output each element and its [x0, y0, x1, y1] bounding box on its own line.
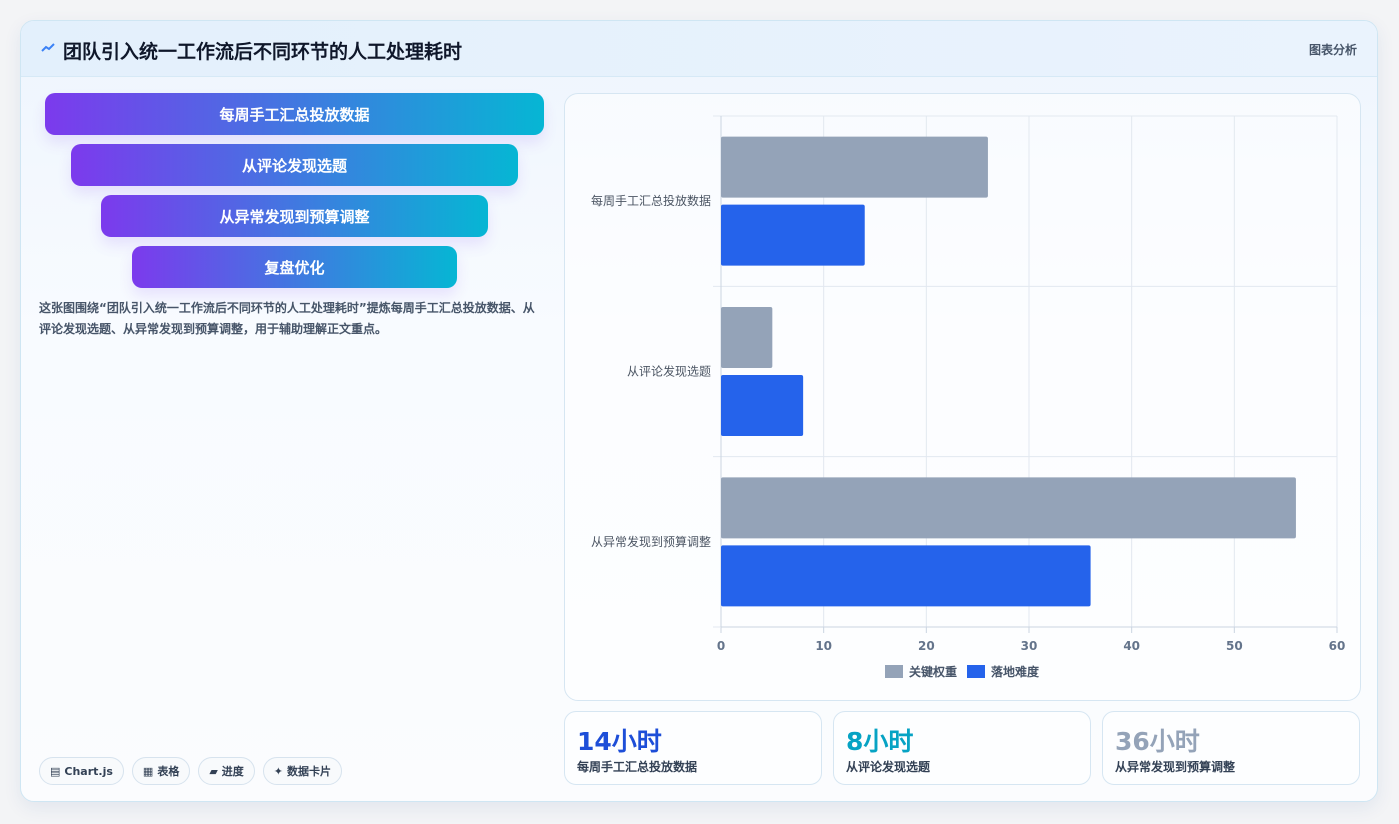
x-tick-label: 50: [1226, 639, 1243, 653]
funnel-step: 从异常发现到预算调整: [101, 195, 488, 237]
chart-description: 这张图围绕“团队引入统一工作流后不同环节的人工处理耗时”提炼每周手工汇总投放数据…: [39, 301, 535, 336]
x-tick-label: 30: [1021, 639, 1038, 653]
chart-icon: ▤: [50, 764, 61, 778]
funnel-step: 复盘优化: [132, 246, 457, 288]
chip-row: ▤ Chart.js ▦ 表格 ▰ 进度 ✦ 数据卡片: [39, 757, 343, 785]
x-tick-label: 10: [815, 639, 832, 653]
legend-swatch: [967, 665, 985, 678]
page-title: 团队引入统一工作流后不同环节的人工处理耗时: [63, 41, 463, 63]
header-tag: 图表分析: [1308, 43, 1357, 57]
funnel-step: 每周手工汇总投放数据: [45, 93, 544, 135]
table-icon: ▦: [142, 764, 154, 778]
header: 团队引入统一工作流后不同环节的人工处理耗时 图表分析: [21, 21, 1377, 77]
stat-card: 8小时 从评论发现选题: [833, 711, 1091, 785]
stat-label: 每周手工汇总投放数据: [577, 760, 698, 774]
y-tick-label: 每周手工汇总投放数据: [591, 193, 711, 208]
chip-data-card[interactable]: ✦ 数据卡片: [262, 757, 343, 785]
legend-label: 关键权重: [909, 664, 957, 679]
main-card: 团队引入统一工作流后不同环节的人工处理耗时 图表分析 每周手工汇总投放数据 从评…: [20, 20, 1378, 802]
x-tick-label: 0: [717, 639, 725, 653]
x-tick-label: 40: [1123, 639, 1140, 653]
stat-card: 14小时 每周手工汇总投放数据: [564, 711, 822, 785]
x-tick-label: 20: [918, 639, 935, 653]
y-tick-label: 从异常发现到预算调整: [591, 534, 711, 549]
bar: [721, 307, 773, 368]
stat-label: 从评论发现选题: [846, 760, 931, 774]
stat-value: 36小时: [1115, 727, 1200, 756]
funnel-step: 从评论发现选题: [71, 144, 518, 186]
bar: [721, 375, 804, 436]
legend-label: 落地难度: [991, 664, 1040, 679]
trend-icon: [41, 43, 55, 52]
bar: [721, 545, 1091, 607]
chip-chartjs[interactable]: ▤ Chart.js: [39, 757, 124, 785]
stat-label: 从异常发现到预算调整: [1115, 760, 1236, 774]
bar-chart: 0 10 20 30 40 50 60 每周手工汇总投放数据从评论发现选题从异常发现到预算调整…: [591, 115, 1346, 679]
chip-table[interactable]: ▦ 表格: [131, 757, 191, 785]
stat-card: 36小时 从异常发现到预算调整: [1102, 711, 1360, 785]
sparkle-icon: ✦: [273, 764, 284, 778]
bar: [721, 477, 1296, 539]
stat-value: 14小时: [577, 727, 662, 756]
stat-value: 8小时: [846, 727, 914, 756]
bar: [721, 136, 988, 198]
x-tick-label: 60: [1329, 639, 1346, 653]
legend-swatch: [885, 665, 903, 678]
y-tick-label: 从评论发现选题: [627, 364, 711, 379]
progress-icon: ▰: [209, 764, 218, 778]
bar: [721, 204, 865, 266]
chart-panel: 0 10 20 30 40 50 60 每周手工汇总投放数据从评论发现选题从异常发现到预算调整…: [564, 93, 1361, 701]
chip-progress[interactable]: ▰ 进度: [198, 757, 255, 785]
